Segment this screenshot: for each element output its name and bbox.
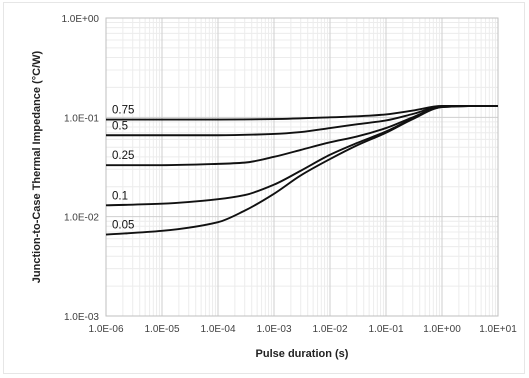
series-label-0-05: 0.05 [112, 220, 134, 232]
y-tick-label: 1.0E-02 [64, 213, 99, 224]
x-tick-label: 1.0E-01 [368, 324, 403, 335]
x-tick-label: 1.0E+01 [479, 324, 517, 335]
chart-border [3, 2, 525, 374]
y-tick-labels: 1.0E-03 1.0E-02 1.0E-01 1.0E+00 [61, 14, 99, 323]
y-tick-label: 1.0E-01 [64, 113, 99, 124]
y-axis-title: Junction-to-Case Thermal Impedance (°C/W… [31, 50, 43, 283]
x-tick-label: 1.0E-02 [312, 324, 347, 335]
series-group [105, 105, 498, 236]
curve-labels: 0.75 0.5 0.25 0.1 0.05 [112, 105, 134, 232]
x-tick-label: 1.0E-06 [88, 324, 123, 335]
plot-area-frame [105, 17, 499, 317]
series-label-0-75: 0.75 [112, 105, 134, 117]
series-label-0-1: 0.1 [112, 190, 128, 202]
y-tick-label: 1.0E+00 [61, 14, 99, 25]
series-label-0-25: 0.25 [112, 150, 134, 162]
x-tick-label: 1.0E-04 [200, 324, 235, 335]
x-tick-label: 1.0E-05 [144, 324, 179, 335]
x-tick-label: 1.0E-03 [256, 324, 291, 335]
y-tick-label: 1.0E-03 [64, 312, 99, 323]
series-line-0-05 [105, 105, 498, 236]
grid [105, 17, 499, 317]
x-tick-label: 1.0E+00 [423, 324, 461, 335]
x-axis-title: Pulse duration (s) [256, 348, 349, 360]
series-label-0-5: 0.5 [112, 120, 128, 132]
x-tick-labels: 1.0E-06 1.0E-05 1.0E-04 1.0E-03 1.0E-02 1.0E-… [88, 324, 517, 335]
